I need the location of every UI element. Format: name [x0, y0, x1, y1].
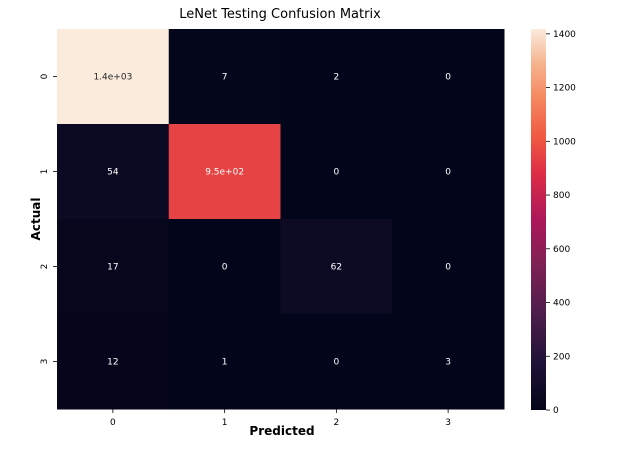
heatmap-cell: [168, 219, 281, 315]
cell-value-label: 1: [222, 358, 228, 368]
heatmap-cell: [280, 219, 393, 315]
colorbar-tick-label: 600: [553, 245, 570, 255]
colorbar-tick-label: 800: [553, 191, 570, 201]
heatmap-cell: [168, 29, 281, 125]
colorbar-ticks: 0 200 400 600 800 1000 1200 1400: [546, 30, 576, 416]
cell-value-label: 0: [445, 263, 451, 273]
cell-value-label: 0: [445, 168, 451, 178]
heatmap-cell: [57, 219, 170, 315]
heatmap-cell: [392, 124, 505, 220]
cell-value-label: 3: [445, 358, 451, 368]
heatmap-cell: [280, 314, 393, 410]
colorbar-tick-label: 1400: [553, 30, 576, 40]
cell-value-label: 17: [107, 263, 118, 273]
x-tick-label: 1: [222, 418, 228, 428]
x-tick-label: 3: [445, 418, 451, 428]
colorbar: [531, 29, 546, 410]
y-tick-label: 1: [40, 169, 50, 175]
colorbar-tick-label: 1000: [553, 137, 576, 147]
cell-value-label: 62: [331, 263, 342, 273]
cell-value-label: 1.4e+03: [93, 73, 132, 83]
y-tick-label: 3: [40, 359, 50, 365]
cell-value-label: 0: [334, 168, 340, 178]
heatmap-cell: [392, 219, 505, 315]
cell-value-label: 7: [222, 73, 228, 83]
cell-value-label: 0: [222, 263, 228, 273]
cell-value-label: 2: [334, 73, 340, 83]
heatmap-cell: [392, 29, 505, 125]
heatmap-cell: [280, 29, 393, 125]
cell-value-label: 12: [107, 358, 118, 368]
x-axis-title: Predicted: [249, 424, 314, 438]
colorbar-tick-label: 0: [553, 406, 559, 416]
heatmap-cells: 1.4e+03 7 2 0 54 9.5e+02 0 0 17 0 62 0 12 1 0 3: [57, 29, 505, 410]
y-axis-ticks: 0 1 2 3: [40, 73, 57, 364]
cell-value-label: 0: [445, 73, 451, 83]
heatmap-cell: [280, 124, 393, 220]
y-tick-label: 2: [40, 264, 50, 270]
cell-value-label: 54: [107, 168, 119, 178]
heatmap-cell: [168, 314, 281, 410]
heatmap-cell: [57, 314, 170, 410]
cell-value-label: 9.5e+02: [205, 168, 244, 178]
colorbar-tick-label: 1200: [553, 84, 576, 94]
x-tick-label: 0: [110, 418, 116, 428]
cell-value-label: 0: [334, 358, 340, 368]
x-axis-ticks: 0 1 2 3: [110, 409, 451, 428]
heatmap-cell: [392, 314, 505, 410]
y-tick-label: 0: [40, 73, 50, 79]
heatmap-cell: [57, 124, 170, 220]
heatmap-cell: [57, 29, 170, 125]
heatmap-cell: [168, 124, 281, 220]
x-tick-label: 2: [334, 418, 340, 428]
colorbar-tick-label: 200: [553, 352, 570, 362]
chart-title: LeNet Testing Confusion Matrix: [179, 7, 381, 22]
y-axis-title: Actual: [29, 198, 43, 241]
colorbar-tick-label: 400: [553, 299, 570, 309]
